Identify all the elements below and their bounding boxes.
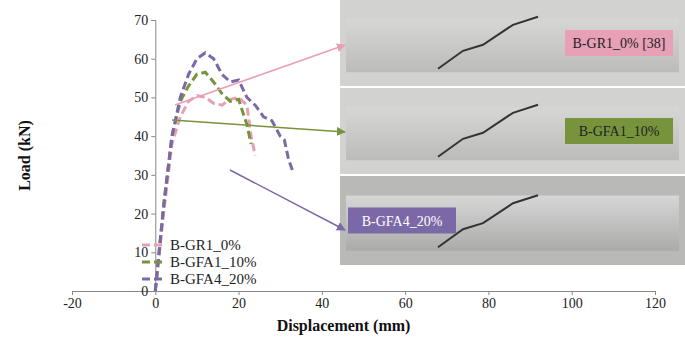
y-tick: 60	[134, 52, 155, 67]
photo	[340, 0, 685, 86]
x-tick-label: 20	[232, 296, 246, 311]
lines	[155, 53, 292, 291]
x-tick-label: 40	[315, 296, 329, 311]
photo-label: B-GFA4_20%	[362, 214, 443, 229]
x-tick-label: 120	[645, 296, 666, 311]
y-tick-label: 50	[134, 90, 148, 105]
x-tick: 40	[315, 291, 329, 311]
y-tick: 0	[141, 284, 155, 299]
y-tick-mark	[151, 175, 155, 176]
x-tick-label: 60	[399, 296, 413, 311]
beam	[346, 107, 679, 160]
x-tick-mark	[72, 291, 73, 295]
y-tick-mark	[151, 59, 155, 60]
y-tick-label: 10	[134, 245, 148, 260]
legend: B-GR1_0%B-GFA1_10%B-GFA4_20%	[142, 237, 256, 287]
y-tick: 50	[134, 90, 155, 105]
y-tick: 70	[134, 13, 155, 28]
y-axis-title: Load (kN)	[16, 120, 34, 191]
x-tick-mark	[322, 291, 323, 295]
legend-swatch	[142, 278, 166, 281]
y-tick-label: 70	[134, 13, 148, 28]
x-tick-label: 100	[562, 296, 583, 311]
y-axis-line	[151, 21, 156, 292]
chart: -20 0 20 40 60 80 100 120 0 10 20 30 40 50 60 70 Displac…	[0, 0, 685, 343]
y-tick: 10	[134, 245, 155, 260]
x-tick-label: 0	[152, 296, 159, 311]
y-tick: 30	[134, 168, 155, 183]
beam	[346, 19, 679, 72]
y-tick-mark	[151, 291, 155, 292]
y-tick-mark	[151, 136, 155, 137]
photo-label-box	[565, 30, 673, 56]
x-tick: 100	[562, 291, 583, 311]
legend-swatch	[142, 261, 166, 264]
photo-label-box	[565, 118, 673, 144]
legend-label: B-GFA1_10%	[170, 254, 256, 270]
series-line	[155, 53, 292, 291]
y-tick-label: 40	[134, 129, 148, 144]
x-tick-label: 80	[482, 296, 496, 311]
arrow	[172, 120, 345, 132]
y-tick-mark	[151, 20, 155, 21]
y-tick: 20	[134, 207, 155, 222]
y-tick-mark	[151, 97, 155, 98]
x-tick-mark	[655, 291, 656, 295]
y-tick-label: 20	[134, 207, 148, 222]
x-tick-mark	[488, 291, 489, 295]
photo-label: B-GR1_0% [38]	[573, 36, 666, 51]
x-tick: -20	[63, 291, 82, 311]
y-tick-label: 30	[134, 168, 148, 183]
x-tick: 0	[152, 291, 159, 311]
x-axis-line	[73, 292, 656, 296]
x-tick-mark	[239, 291, 240, 295]
photo-label-box	[348, 208, 456, 234]
legend-label: B-GR1_0%	[170, 237, 241, 253]
y-tick-label: 60	[134, 52, 148, 67]
crack	[438, 17, 538, 69]
y-tick-mark	[151, 252, 155, 253]
beam	[346, 196, 679, 251]
photo	[340, 88, 685, 174]
photos	[340, 0, 685, 265]
y-tick-mark	[151, 214, 155, 215]
y-tick-label: 0	[141, 284, 148, 299]
y-axis: 0 10 20 30 40 50 60 70	[134, 13, 156, 299]
photo-label: B-GFA1_10%	[579, 124, 660, 139]
x-tick: 80	[482, 291, 496, 311]
arrow	[175, 45, 345, 105]
x-axis-title: Displacement (mm)	[277, 317, 411, 335]
legend-swatch	[142, 244, 166, 247]
legend-label: B-GFA4_20%	[170, 271, 256, 287]
x-tick: 120	[645, 291, 666, 311]
x-tick-mark	[572, 291, 573, 295]
x-tick: 20	[232, 291, 246, 311]
photo	[340, 176, 685, 265]
x-tick-label: -20	[63, 296, 82, 311]
y-tick: 40	[134, 129, 155, 144]
crack	[438, 105, 538, 157]
x-tick-mark	[405, 291, 406, 295]
arrow	[230, 170, 345, 230]
x-tick: 60	[399, 291, 413, 311]
x-axis: -20 0 20 40 60 80 100 120	[63, 291, 666, 311]
